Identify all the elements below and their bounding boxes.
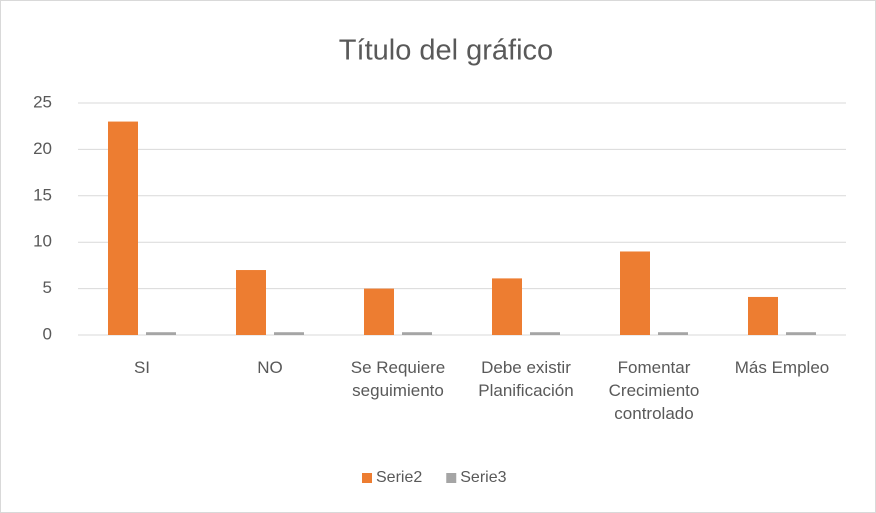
bar <box>658 332 688 335</box>
bar <box>146 332 176 335</box>
bar <box>108 121 138 335</box>
legend-swatch <box>446 473 457 483</box>
legend-label: Serie3 <box>460 469 506 486</box>
legend-label: Serie2 <box>376 469 422 486</box>
y-tick-label: 0 <box>43 324 52 343</box>
bar <box>236 270 266 335</box>
legend-swatch <box>362 473 372 483</box>
bar <box>748 296 778 335</box>
y-tick-label: 5 <box>43 278 52 297</box>
bar <box>492 278 522 335</box>
y-tick-label: 15 <box>33 185 52 204</box>
chart-title: Título del gráfico <box>339 35 553 67</box>
x-tick-label: Se Requiere seguimiento <box>350 358 446 400</box>
y-tick-label: 25 <box>33 92 52 111</box>
bar <box>786 332 816 335</box>
y-tick-label: 20 <box>33 139 52 158</box>
x-tick-label: Fomentar Crecimiento controlado <box>608 358 700 423</box>
x-tick-label: Más Empleo <box>734 358 830 377</box>
x-tick-label: Debe existir Planificación <box>478 358 574 400</box>
bar <box>620 251 650 335</box>
y-tick-label: 10 <box>33 232 52 251</box>
bar <box>530 332 560 335</box>
bar <box>402 332 432 335</box>
bar <box>364 288 394 335</box>
x-tick-label: SI <box>133 358 151 377</box>
bar <box>274 332 304 335</box>
x-tick-label: NO <box>257 358 283 377</box>
